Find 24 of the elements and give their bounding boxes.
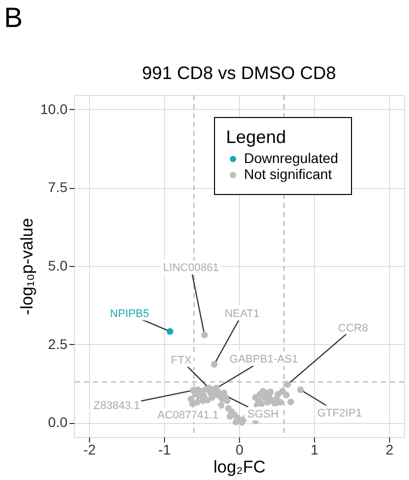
y-tick-label: 10.0 [40, 100, 68, 117]
x-tick-label: 0 [236, 442, 244, 458]
x-tick-label: -2 [83, 442, 96, 458]
annotation: FTX [170, 354, 192, 366]
chart-title: 991 CD8 vs DMSO CD8 [142, 63, 336, 83]
annotation: NPIPB5 [110, 308, 150, 320]
x-axis-title: log₂FC [214, 458, 266, 476]
y-tick-label: 7.5 [48, 179, 68, 196]
x-tick-label: 2 [386, 442, 394, 458]
y-tick-label: 5.0 [48, 258, 68, 274]
x-tick-label: -1 [158, 442, 171, 458]
annotation: NEAT1 [224, 308, 260, 320]
annotation: CCR8 [338, 322, 368, 334]
annotation: Z83843.1 [94, 400, 140, 412]
annotation: AC087741.1 [157, 409, 219, 422]
x-tick-label: 1 [310, 442, 319, 458]
y-axis-title: -log₁₀p-value [17, 218, 36, 315]
y-tick-label: 0.0 [48, 414, 68, 430]
annotation: GTF2IP1 [317, 408, 362, 420]
legend-title: Legend [226, 127, 286, 147]
legend-label: Not significant [244, 166, 332, 182]
legend-label: Downregulated [244, 150, 338, 166]
text: B [4, 2, 23, 33]
y-tick-label: 2.5 [48, 336, 68, 352]
